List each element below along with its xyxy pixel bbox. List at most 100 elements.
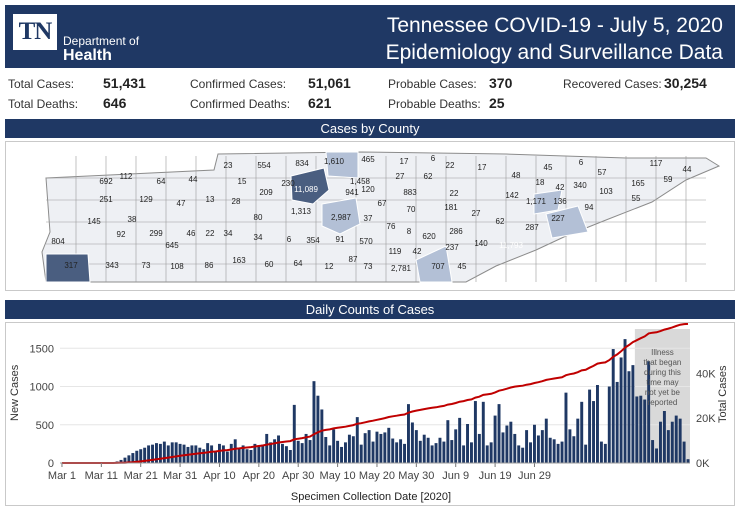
county-sumner[interactable] — [325, 151, 359, 179]
county-knox[interactable] — [533, 189, 563, 215]
new-cases-bar — [552, 439, 556, 463]
county-label: 22 — [450, 189, 459, 198]
chart-section-title: Daily Counts of Cases — [5, 300, 735, 319]
county-davidson[interactable] — [290, 167, 330, 205]
county-label: 2,987 — [331, 213, 352, 222]
new-cases-bar — [233, 439, 237, 463]
new-cases-bar — [324, 437, 328, 463]
new-cases-bar — [296, 440, 300, 463]
new-cases-bar — [473, 401, 477, 463]
stat-value: 30,254 — [664, 75, 707, 91]
county-sevier[interactable] — [545, 205, 589, 239]
county-label: 142 — [505, 191, 519, 200]
new-cases-bar — [454, 429, 458, 463]
county-shelby[interactable] — [45, 253, 91, 283]
new-cases-bar — [497, 404, 501, 463]
new-cases-bar — [257, 445, 261, 463]
county-label: 44 — [189, 175, 198, 184]
stat-confirmed-deaths: Confirmed Deaths: 621 — [190, 95, 331, 111]
stat-value: 51,431 — [103, 75, 146, 91]
total-cases-line — [62, 322, 689, 464]
x-tick-label: Jun 19 — [479, 470, 512, 482]
new-cases-bar — [442, 441, 446, 463]
county-label: 1,458 — [350, 177, 371, 186]
y-axis-label: New Cases — [9, 364, 21, 421]
new-cases-bar — [470, 442, 473, 463]
county-label: 343 — [105, 261, 119, 270]
page-title: Tennessee COVID-19 - July 5, 2020 — [386, 14, 723, 37]
new-cases-bar — [493, 415, 497, 463]
county-label: 64 — [294, 259, 303, 268]
page-subtitle: Epidemiology and Surveillance Data — [385, 41, 723, 64]
new-cases-bar — [162, 441, 166, 463]
county-label: 11,089 — [294, 185, 318, 194]
new-cases-bar — [682, 441, 686, 463]
new-cases-bar — [458, 417, 462, 463]
county-label: 181 — [444, 203, 458, 212]
new-cases-bar — [592, 401, 595, 463]
stat-label: Total Cases: — [8, 77, 75, 91]
county-label: 8 — [407, 227, 412, 236]
county-rutherford[interactable] — [321, 197, 361, 235]
county-label: 119 — [389, 247, 402, 256]
shaded-note: Illness that began during this time may not … — [644, 348, 682, 407]
county-label: 209 — [259, 188, 273, 197]
county-label: 140 — [474, 239, 488, 248]
county-label: 27 — [396, 172, 405, 181]
new-cases-bar — [517, 445, 521, 463]
county-label: 804 — [51, 237, 65, 246]
new-cases-bar — [147, 445, 151, 463]
y-tick-label: 1000 — [30, 382, 54, 394]
stat-recovered-cases: Recovered Cases: 30,254 — [563, 75, 707, 91]
new-cases-bar — [544, 418, 548, 463]
county-label: 70 — [407, 205, 416, 214]
county-hamilton[interactable] — [415, 245, 453, 283]
dept-name-line1: Department of — [63, 34, 140, 48]
stat-label: Probable Cases: — [388, 77, 477, 91]
new-cases-bar — [391, 438, 395, 463]
county-label: 86 — [205, 261, 214, 270]
county-label: 1,313 — [291, 207, 312, 216]
county-label: 45 — [544, 163, 553, 172]
county-label: 73 — [364, 262, 373, 271]
new-cases-bar — [525, 430, 529, 463]
stat-total-cases: Total Cases: 51,431 — [8, 75, 146, 91]
stat-probable-cases: Probable Cases: 370 — [388, 75, 512, 91]
county-label: 237 — [445, 243, 459, 252]
new-cases-bar — [237, 448, 241, 463]
county-map-panel: 23 554 834 1,610 465 17 6 22 17 45 6 117 44 692 112 64 4… — [5, 141, 735, 291]
new-cases-bar — [509, 421, 513, 463]
new-cases-bar — [182, 444, 186, 463]
new-cases-bar — [292, 404, 296, 463]
new-cases-bar — [375, 431, 379, 463]
new-cases-bar — [418, 440, 422, 463]
new-cases-bar — [340, 446, 343, 463]
county-label: 34 — [224, 229, 233, 238]
county-label: 120 — [361, 185, 375, 194]
county-label: 87 — [349, 255, 358, 264]
new-cases-bar — [225, 451, 229, 463]
county-label: 23 — [224, 161, 233, 170]
new-cases-bar — [548, 437, 552, 463]
new-cases-bar — [466, 424, 469, 463]
county-label: 11,793 — [499, 241, 523, 250]
new-cases-bar — [336, 440, 340, 463]
new-cases-bar — [320, 409, 324, 463]
county-label: 42 — [413, 247, 422, 256]
county-label: 227 — [551, 214, 565, 223]
new-cases-bar — [568, 429, 572, 463]
new-cases-bar — [202, 449, 206, 463]
county-label: 251 — [99, 195, 113, 204]
county-label: 287 — [525, 223, 539, 232]
county-label: 27 — [472, 209, 481, 218]
new-cases-bar — [312, 381, 316, 463]
county-label: 17 — [478, 163, 487, 172]
new-cases-bar — [611, 349, 615, 463]
x-tick-label: Mar 21 — [124, 470, 158, 482]
county-label: 46 — [187, 229, 196, 238]
x-axis-ticks: Mar 1 Mar 11 Mar 21 Mar 31 Apr 10 Apr 20 Apr 3… — [48, 462, 690, 482]
county-label: 620 — [422, 232, 436, 241]
stat-label: Total Deaths: — [8, 97, 79, 111]
new-cases-bar — [119, 459, 123, 463]
